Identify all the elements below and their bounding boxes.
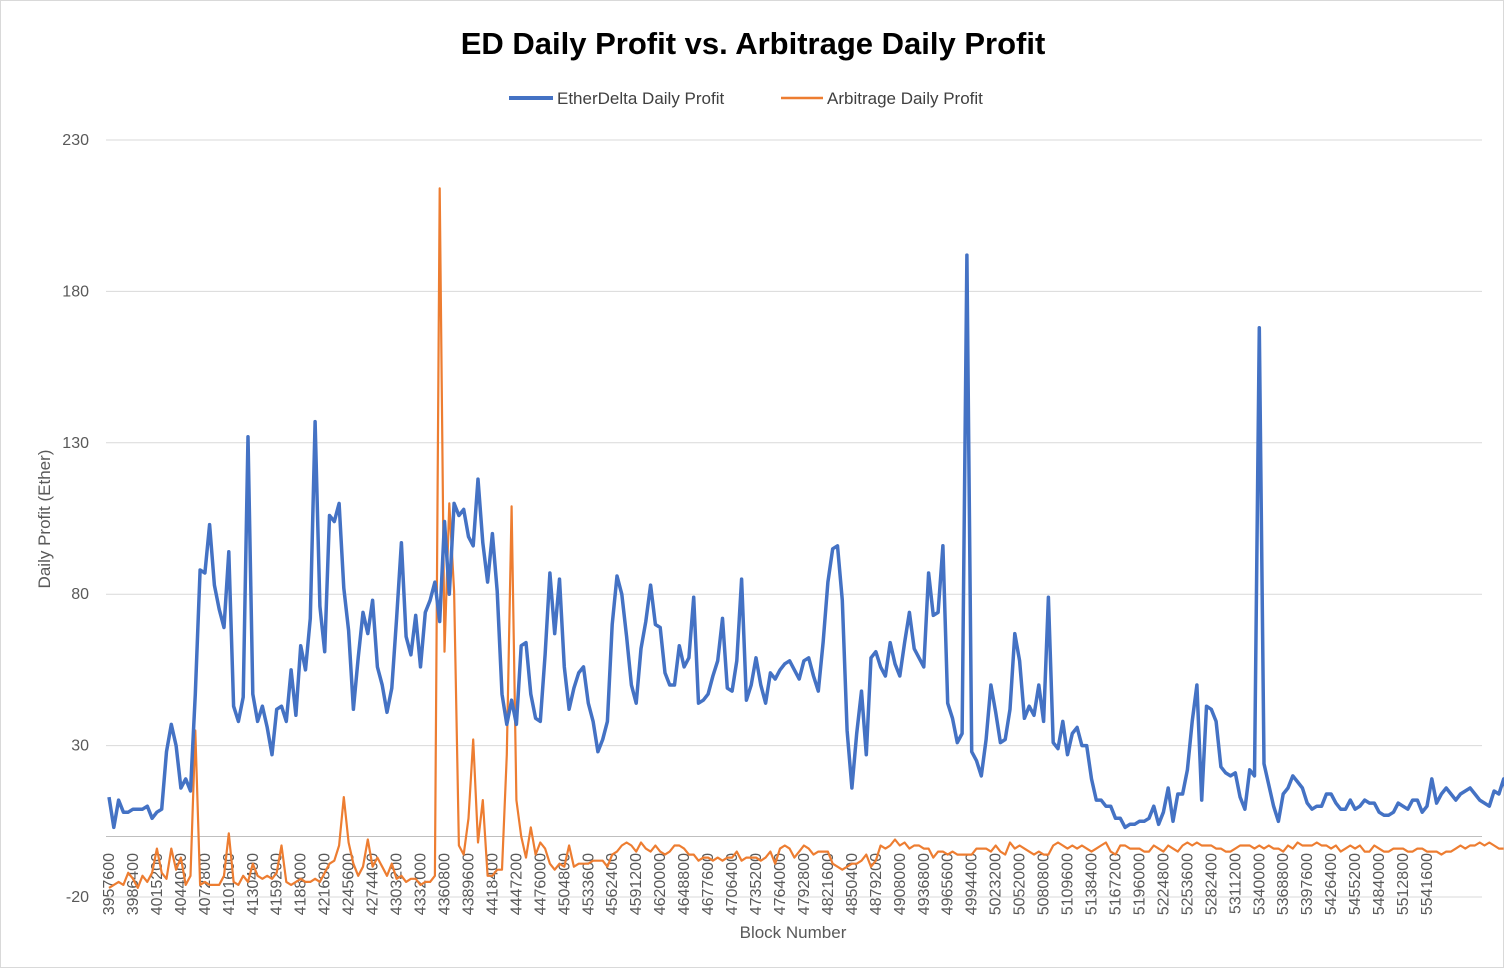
x-tick-label: 4562400 [604,853,621,915]
x-tick-label: 5455200 [1347,853,1364,915]
x-axis-title: Block Number [740,923,847,942]
y-axis-title: Daily Profit (Ether) [35,450,54,589]
legend-label-arbitrage: Arbitrage Daily Profit [827,89,983,108]
x-tick-label: 4072800 [197,853,214,915]
x-tick-label: 4908000 [892,853,909,915]
x-tick-label: 4476000 [532,853,549,915]
x-tick-label: 4188000 [293,853,310,915]
x-tick-label: 4936800 [916,853,933,915]
x-tick-label: 4533600 [580,853,597,915]
x-tick-label: 5167200 [1107,853,1124,915]
x-tick-label: 4303200 [389,853,406,915]
x-tick-label: 4706400 [724,853,741,915]
x-tick-label: 4216800 [317,853,334,915]
y-tick-label: 30 [71,738,89,755]
x-tick-label: 4360800 [436,853,453,915]
x-tick-label: 5052000 [1012,853,1029,915]
x-tick-label: 4159200 [269,853,286,915]
x-tick-label: 4447200 [508,853,525,915]
x-tick-label: 4850400 [844,853,861,915]
x-tick-label: 5340000 [1251,853,1268,915]
x-tick-label: 5282400 [1203,853,1220,915]
x-tick-label: 5397600 [1299,853,1316,915]
x-tick-label: 5138400 [1084,853,1101,915]
y-tick-label: 230 [62,132,89,149]
y-tick-label: 180 [62,283,89,300]
x-tick-label: 4648800 [676,853,693,915]
x-tick-label: 4274400 [365,853,382,915]
x-tick-label: 3957600 [101,853,118,915]
x-tick-label: 5253600 [1179,853,1196,915]
x-tick-label: 4504800 [556,853,573,915]
x-tick-label: 4591200 [628,853,645,915]
y-tick-label: 130 [62,435,89,452]
series-line-arbitrage [108,187,1504,890]
series-lines [107,187,1504,890]
y-tick-label: -20 [66,889,89,906]
gridlines [106,139,1482,898]
x-tick-label: 3986400 [125,853,142,915]
x-tick-label: 4965600 [940,853,957,915]
x-tick-label: 4764000 [772,853,789,915]
x-tick-label: 5311200 [1227,853,1244,914]
legend: EtherDelta Daily Profit Arbitrage Daily … [509,89,983,108]
x-tick-labels: 3957600 3986400 4015200 4044000 4072800 41016… [101,853,1436,915]
x-tick-label: 5368800 [1275,853,1292,915]
x-tick-label: 4677600 [700,853,717,915]
legend-label-etherdelta: EtherDelta Daily Profit [557,89,725,108]
x-tick-label: 5196000 [1131,853,1148,915]
x-tick-label: 4994400 [964,853,981,915]
x-tick-label: 5080800 [1036,853,1053,915]
x-tick-label: 4418400 [484,853,501,915]
y-tick-label: 80 [71,586,89,603]
x-tick-label: 4130400 [245,853,262,915]
x-tick-label: 5023200 [988,853,1005,915]
x-tick-label: 5109600 [1060,853,1077,915]
chart-title: ED Daily Profit vs. Arbitrage Daily Prof… [461,26,1046,61]
x-tick-label: 4735200 [748,853,765,915]
x-tick-label: 4792800 [796,853,813,915]
series-line-etherdelta [107,253,1504,830]
y-tick-labels: -20 30 80 130 180 230 [62,132,89,906]
x-tick-label: 5484000 [1371,853,1388,915]
x-tick-label: 4620000 [652,853,669,915]
x-tick-label: 5512800 [1395,853,1412,915]
x-tick-label: 4245600 [341,853,358,915]
x-tick-label: 4389600 [460,853,477,915]
x-tick-label: 5426400 [1323,853,1340,915]
x-tick-label: 5541600 [1419,853,1436,915]
x-tick-label: 4821600 [820,853,837,915]
x-tick-label: 5224800 [1155,853,1172,915]
x-tick-label: 4879200 [868,853,885,915]
x-tick-label: 4015200 [149,853,166,915]
